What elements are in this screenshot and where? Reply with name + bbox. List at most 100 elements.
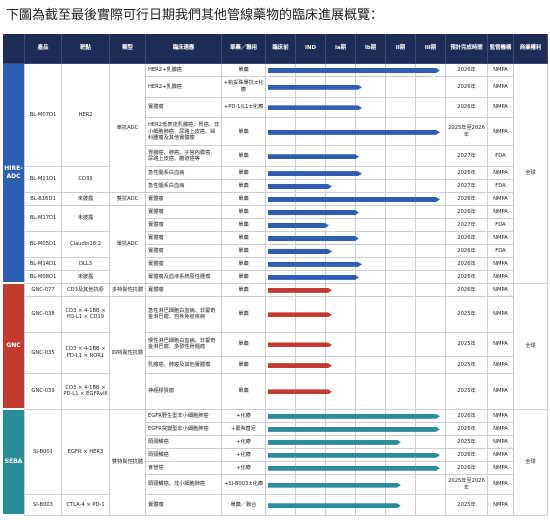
indication: 實體瘤 <box>146 231 222 245</box>
regulator: NMPA <box>488 435 514 449</box>
regulator: NMPA <box>488 76 514 98</box>
target: 未披露 <box>62 270 110 284</box>
target: CD3 × 4-1BB × PD-L1 × EGFRvIII <box>62 373 110 410</box>
progress-bar <box>268 342 332 347</box>
therapy: +化療 <box>222 448 266 462</box>
indication: 急性淋巴細胞白血病、非霍奇金淋巴瘤、自身免疫疾病 <box>146 296 222 333</box>
stage-cell <box>416 231 446 245</box>
indication: EGFR野生型非小細胞肺癌 <box>146 409 222 423</box>
indication: HER2+乳腺癌 <box>146 64 222 77</box>
therapy: 單藥 <box>222 373 266 410</box>
product: SI-B001 <box>25 409 62 496</box>
stage-cell <box>356 231 386 245</box>
completion: 2026年 <box>446 231 488 245</box>
stage-cell <box>356 146 386 168</box>
stage-cell <box>416 357 446 374</box>
header-cell: 監管機構 <box>488 34 514 64</box>
target: Claudin18.2 <box>62 231 110 258</box>
header-cell: 靶點 <box>62 34 110 64</box>
stage-cell <box>356 296 386 333</box>
regulator: FDA <box>488 218 514 232</box>
regulator: NMPA <box>488 296 514 333</box>
product: GNC-039 <box>25 373 62 410</box>
completion: 2025年 <box>446 435 488 449</box>
completion: 2026年 <box>446 206 488 219</box>
regulator: NMPA <box>488 206 514 219</box>
therapy: 單藥 <box>222 283 266 297</box>
target: DLL3 <box>62 257 110 271</box>
stage-cell <box>386 495 416 516</box>
regulator: NMPA <box>488 257 514 271</box>
stage-cell <box>416 64 446 77</box>
stage-cell <box>386 373 416 410</box>
stage-cell <box>356 373 386 410</box>
drug-type: 單抗ADC <box>110 64 146 194</box>
stage-cell <box>386 257 416 271</box>
stage-cell <box>356 332 386 358</box>
indication: 實體瘤及血液系統惡性腫瘤 <box>146 270 222 284</box>
stage-cell <box>326 296 356 333</box>
product: BL-M17D1 <box>25 206 62 232</box>
stage-cell <box>386 357 416 374</box>
stage-cell <box>356 357 386 374</box>
therapy: 單藥 <box>222 357 266 374</box>
therapy: +帕妥珠單抗±化療 <box>222 76 266 98</box>
target: 未披露 <box>62 193 110 206</box>
completion: 2026年 <box>446 270 488 284</box>
progress-bar <box>268 427 440 432</box>
regulator: NMPA <box>488 357 514 374</box>
progress-bar <box>268 223 329 228</box>
stage-cell <box>356 257 386 271</box>
progress-bar <box>268 130 440 135</box>
regulator: NMPA <box>488 461 514 475</box>
completion: 2026年 <box>446 64 488 77</box>
regulator: NMPA <box>488 64 514 77</box>
stage-cell <box>386 76 416 98</box>
completion: 2026年 <box>446 76 488 98</box>
progress-bar <box>268 236 359 241</box>
indication: 實體瘤 <box>146 193 222 206</box>
target: CD3 × 4-1BB × PD-L1 × ROR1 <box>62 332 110 374</box>
drug-type: 單抗ADC <box>110 206 146 284</box>
stage-cell <box>416 435 446 449</box>
stage-cell <box>356 270 386 284</box>
stage-cell <box>386 270 416 284</box>
regulator: NMPA <box>488 474 514 496</box>
target: CD3 × 4-1BB × PD-L1 × CD19 <box>62 296 110 333</box>
header-cell: 預計完成時間 <box>446 34 488 64</box>
stage-header: Ib期 <box>356 34 386 64</box>
stage-cell <box>386 231 416 245</box>
therapy: +化療 <box>222 435 266 449</box>
completion: 2026年 <box>446 422 488 436</box>
stage-cell <box>416 118 446 147</box>
stage-cell <box>386 244 416 258</box>
regulator: NMPA <box>488 448 514 462</box>
therapy: 單藥 <box>222 296 266 333</box>
product: GNC-077 <box>25 283 62 297</box>
header-cell: 類型 <box>110 34 146 64</box>
stage-cell <box>386 474 416 496</box>
completion: 2026年 <box>446 461 488 475</box>
therapy: 單藥 <box>222 218 266 232</box>
stage-cell <box>326 373 356 410</box>
stage-cell <box>386 206 416 219</box>
stage-cell <box>416 448 446 462</box>
rights: 全球 <box>514 409 548 516</box>
stage-cell <box>356 167 386 181</box>
stage-cell <box>386 97 416 119</box>
stage-cell <box>416 409 446 423</box>
therapy: +SI-B003±化療 <box>222 474 266 496</box>
completion: 2026年 <box>446 409 488 423</box>
progress-bar <box>268 453 440 458</box>
completion: 2026年 <box>446 283 488 297</box>
therapy: 單藥 <box>222 332 266 358</box>
target: CTLA-4 × PD-1 <box>62 495 110 516</box>
stage-cell <box>356 218 386 232</box>
therapy: +奧希替尼 <box>222 422 266 436</box>
regulator: FDA <box>488 180 514 194</box>
therapy: 單藥／聯合 <box>222 495 266 516</box>
regulator: NMPA <box>488 409 514 423</box>
stage-cell <box>416 474 446 496</box>
completion: 2025年 <box>446 296 488 333</box>
stage-cell <box>416 193 446 206</box>
